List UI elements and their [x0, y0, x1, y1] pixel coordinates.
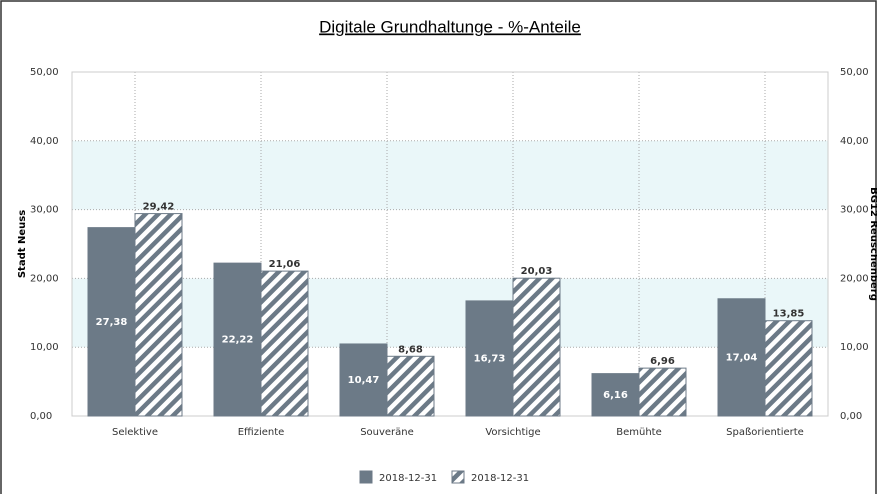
value-label: 29,42	[143, 202, 175, 213]
y2-tick-label: 30,00	[840, 205, 869, 216]
x-tick-label: Vorsichtige	[485, 427, 540, 438]
x-tick-label: Souveräne	[360, 427, 414, 438]
bar	[213, 262, 262, 417]
value-label: 13,85	[773, 309, 805, 320]
value-label: 27,38	[96, 317, 128, 328]
bar	[512, 277, 561, 417]
bar	[134, 213, 183, 417]
bar	[87, 227, 136, 417]
value-label: 16,73	[474, 353, 506, 364]
bar	[638, 367, 687, 417]
value-label: 21,06	[269, 259, 301, 270]
bar	[717, 298, 766, 417]
legend-swatch	[359, 470, 373, 484]
y-tick-label: 50,00	[30, 67, 59, 78]
y-tick-label: 30,00	[30, 205, 59, 216]
y-tick-label: 10,00	[30, 342, 59, 353]
value-label: 22,22	[222, 335, 254, 346]
value-label: 10,47	[348, 375, 380, 386]
band	[72, 140, 828, 210]
y2-tick-label: 0,00	[840, 411, 862, 422]
legend-label: 2018-12-31	[471, 473, 529, 484]
y-tick-label: 0,00	[30, 411, 52, 422]
x-tick-label: Spaßorientierte	[726, 427, 804, 438]
y-axis-title: Stadt Neuss	[17, 210, 28, 278]
value-label: 17,04	[726, 352, 758, 363]
x-tick-label: Selektive	[112, 427, 158, 438]
legend-label: 2018-12-31	[379, 473, 437, 484]
y2-tick-label: 10,00	[840, 342, 869, 353]
value-label: 8,68	[398, 344, 423, 355]
bar	[591, 373, 640, 417]
x-tick-label: Effiziente	[238, 427, 285, 438]
value-label: 20,03	[521, 266, 553, 277]
y2-tick-label: 50,00	[840, 67, 869, 78]
bar	[386, 355, 435, 417]
chart-title: Digitale Grundhaltunge - %-Anteile	[319, 17, 581, 36]
value-label: 6,96	[650, 356, 675, 367]
band	[72, 278, 828, 348]
bar	[260, 270, 309, 417]
value-label: 6,16	[603, 390, 628, 401]
y2-tick-label: 40,00	[840, 136, 869, 147]
legend-swatch	[451, 470, 465, 484]
y2-axis-title: BG12 Reuschenberg	[868, 187, 877, 301]
y2-tick-label: 20,00	[840, 273, 869, 284]
y-tick-label: 40,00	[30, 136, 59, 147]
x-tick-label: Bemühte	[616, 427, 662, 438]
bar	[764, 320, 813, 417]
y-tick-label: 20,00	[30, 273, 59, 284]
bar	[465, 300, 514, 417]
plot-border	[71, 71, 829, 417]
